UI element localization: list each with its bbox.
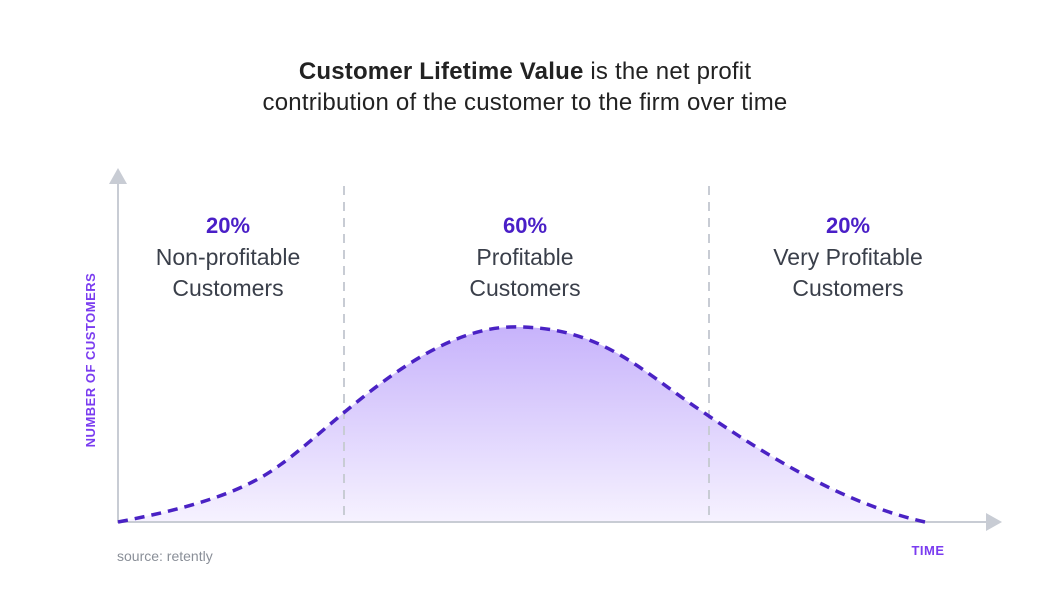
title-bold: Customer Lifetime Value xyxy=(298,58,584,85)
segment-right-percent: 20% xyxy=(826,213,870,238)
source-note: source: retently xyxy=(117,548,213,564)
segment-left-label-1: Non-profitable xyxy=(156,244,300,270)
segment-middle-label-2: Customers xyxy=(469,275,580,301)
title-line-1-rest: is the net profit xyxy=(583,58,752,85)
title-line-1: Customer Lifetime Value is the net profi… xyxy=(0,56,1050,87)
segment-middle-percent: 60% xyxy=(503,213,547,238)
customer-curve xyxy=(117,325,926,524)
segment-left-percent: 20% xyxy=(206,213,250,238)
segment-left-label-2: Customers xyxy=(172,275,283,301)
segment-middle-label-1: Profitable xyxy=(476,244,573,270)
page-title: Customer Lifetime Value is the net profi… xyxy=(0,56,1050,118)
title-line-2: contribution of the customer to the firm… xyxy=(262,89,788,116)
x-axis-label: TIME xyxy=(911,543,944,558)
y-axis-label: NUMBER OF CUSTOMERS xyxy=(83,273,98,448)
x-axis-arrow-icon xyxy=(986,513,1002,531)
y-axis-arrow-icon xyxy=(109,168,127,184)
segment-right-label-1: Very Profitable xyxy=(773,244,923,270)
curve-area xyxy=(118,326,925,522)
segment-right-label-2: Customers xyxy=(792,275,903,301)
